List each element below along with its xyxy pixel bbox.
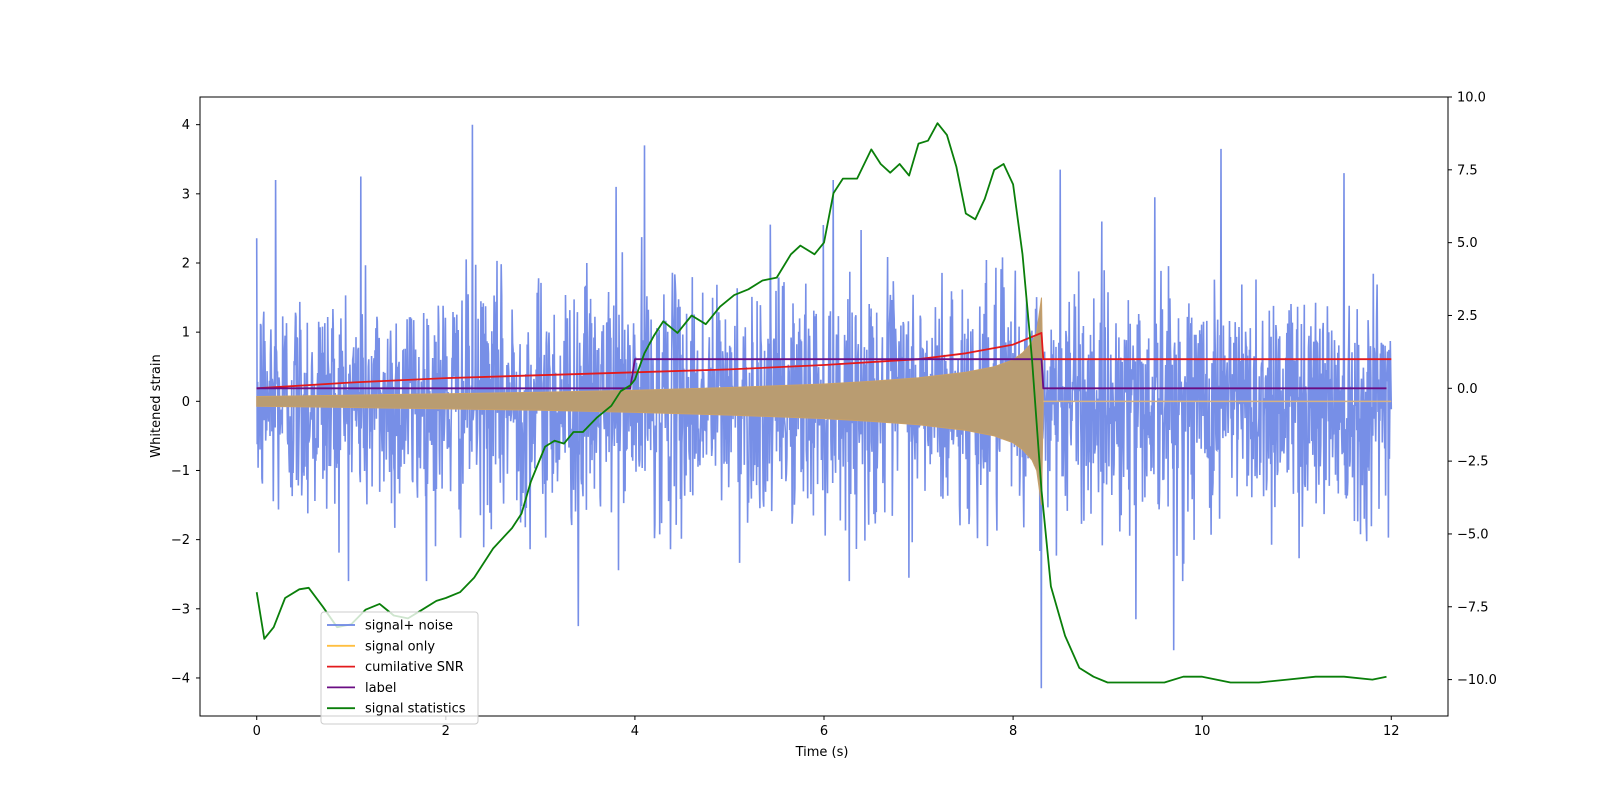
y-right-tick-label: 7.5 (1457, 163, 1478, 178)
x-tick-label: 8 (1009, 724, 1017, 739)
cumulative-snr-line (256, 331, 1392, 390)
series-label (256, 358, 1387, 390)
y-right-tick-label: −5.0 (1457, 527, 1489, 542)
series-signal-only (256, 297, 1392, 506)
x-tick-label: 6 (820, 724, 828, 739)
legend-label: label (365, 681, 396, 696)
legend-label: cumilative SNR (365, 660, 464, 675)
y-left-tick-label: −1 (171, 464, 190, 479)
legend-label: signal+ noise (365, 619, 453, 634)
label-line (256, 358, 1387, 390)
x-tick-label: 12 (1383, 724, 1400, 739)
legend-box (320, 611, 479, 725)
y-right-tick-label: 10.0 (1457, 91, 1486, 106)
signal-statistics-line (255, 122, 1387, 684)
y-right-tick-label: 2.5 (1457, 309, 1478, 324)
y-axis-right: −10.0 −7.5 −5.0 −2.5 0.0 2.5 5.0 7.5 10.0 (1448, 91, 1497, 688)
y-axis-left: −4 −3 −2 −1 0 1 2 3 4 (171, 118, 200, 686)
signal-only-envelope (256, 297, 1044, 506)
y-left-tick-label: −4 (171, 671, 190, 686)
legend: signal+ noise signal only cumilative SNR la… (320, 611, 479, 725)
x-tick-label: 10 (1194, 724, 1211, 739)
legend-label: signal only (365, 639, 435, 654)
series-signal-statistics (255, 122, 1387, 684)
y-left-tick-label: 1 (182, 326, 190, 341)
y-right-tick-label: −7.5 (1457, 600, 1489, 615)
y-left-tick-label: 4 (182, 118, 190, 133)
x-tick-label: 0 (253, 724, 261, 739)
y-right-tick-label: 0.0 (1457, 382, 1478, 397)
x-tick-label: 2 (442, 724, 450, 739)
y-right-tick-label: −10.0 (1457, 673, 1497, 688)
y-left-tick-label: −3 (171, 602, 190, 617)
legend-label: signal statistics (365, 702, 466, 717)
x-axis-label: Time (s) (795, 745, 849, 760)
y-right-tick-label: 5.0 (1457, 236, 1478, 251)
y-left-tick-label: 2 (182, 256, 190, 271)
series-cumulative-snr (256, 331, 1392, 390)
y-axis-left-label: Whitened strain (149, 354, 164, 457)
y-left-tick-label: −2 (171, 533, 190, 548)
y-right-tick-label: −2.5 (1457, 455, 1489, 470)
x-tick-label: 4 (631, 724, 639, 739)
plot-area (255, 122, 1393, 689)
y-left-tick-label: 3 (182, 187, 190, 202)
y-left-tick-label: 0 (182, 395, 190, 410)
